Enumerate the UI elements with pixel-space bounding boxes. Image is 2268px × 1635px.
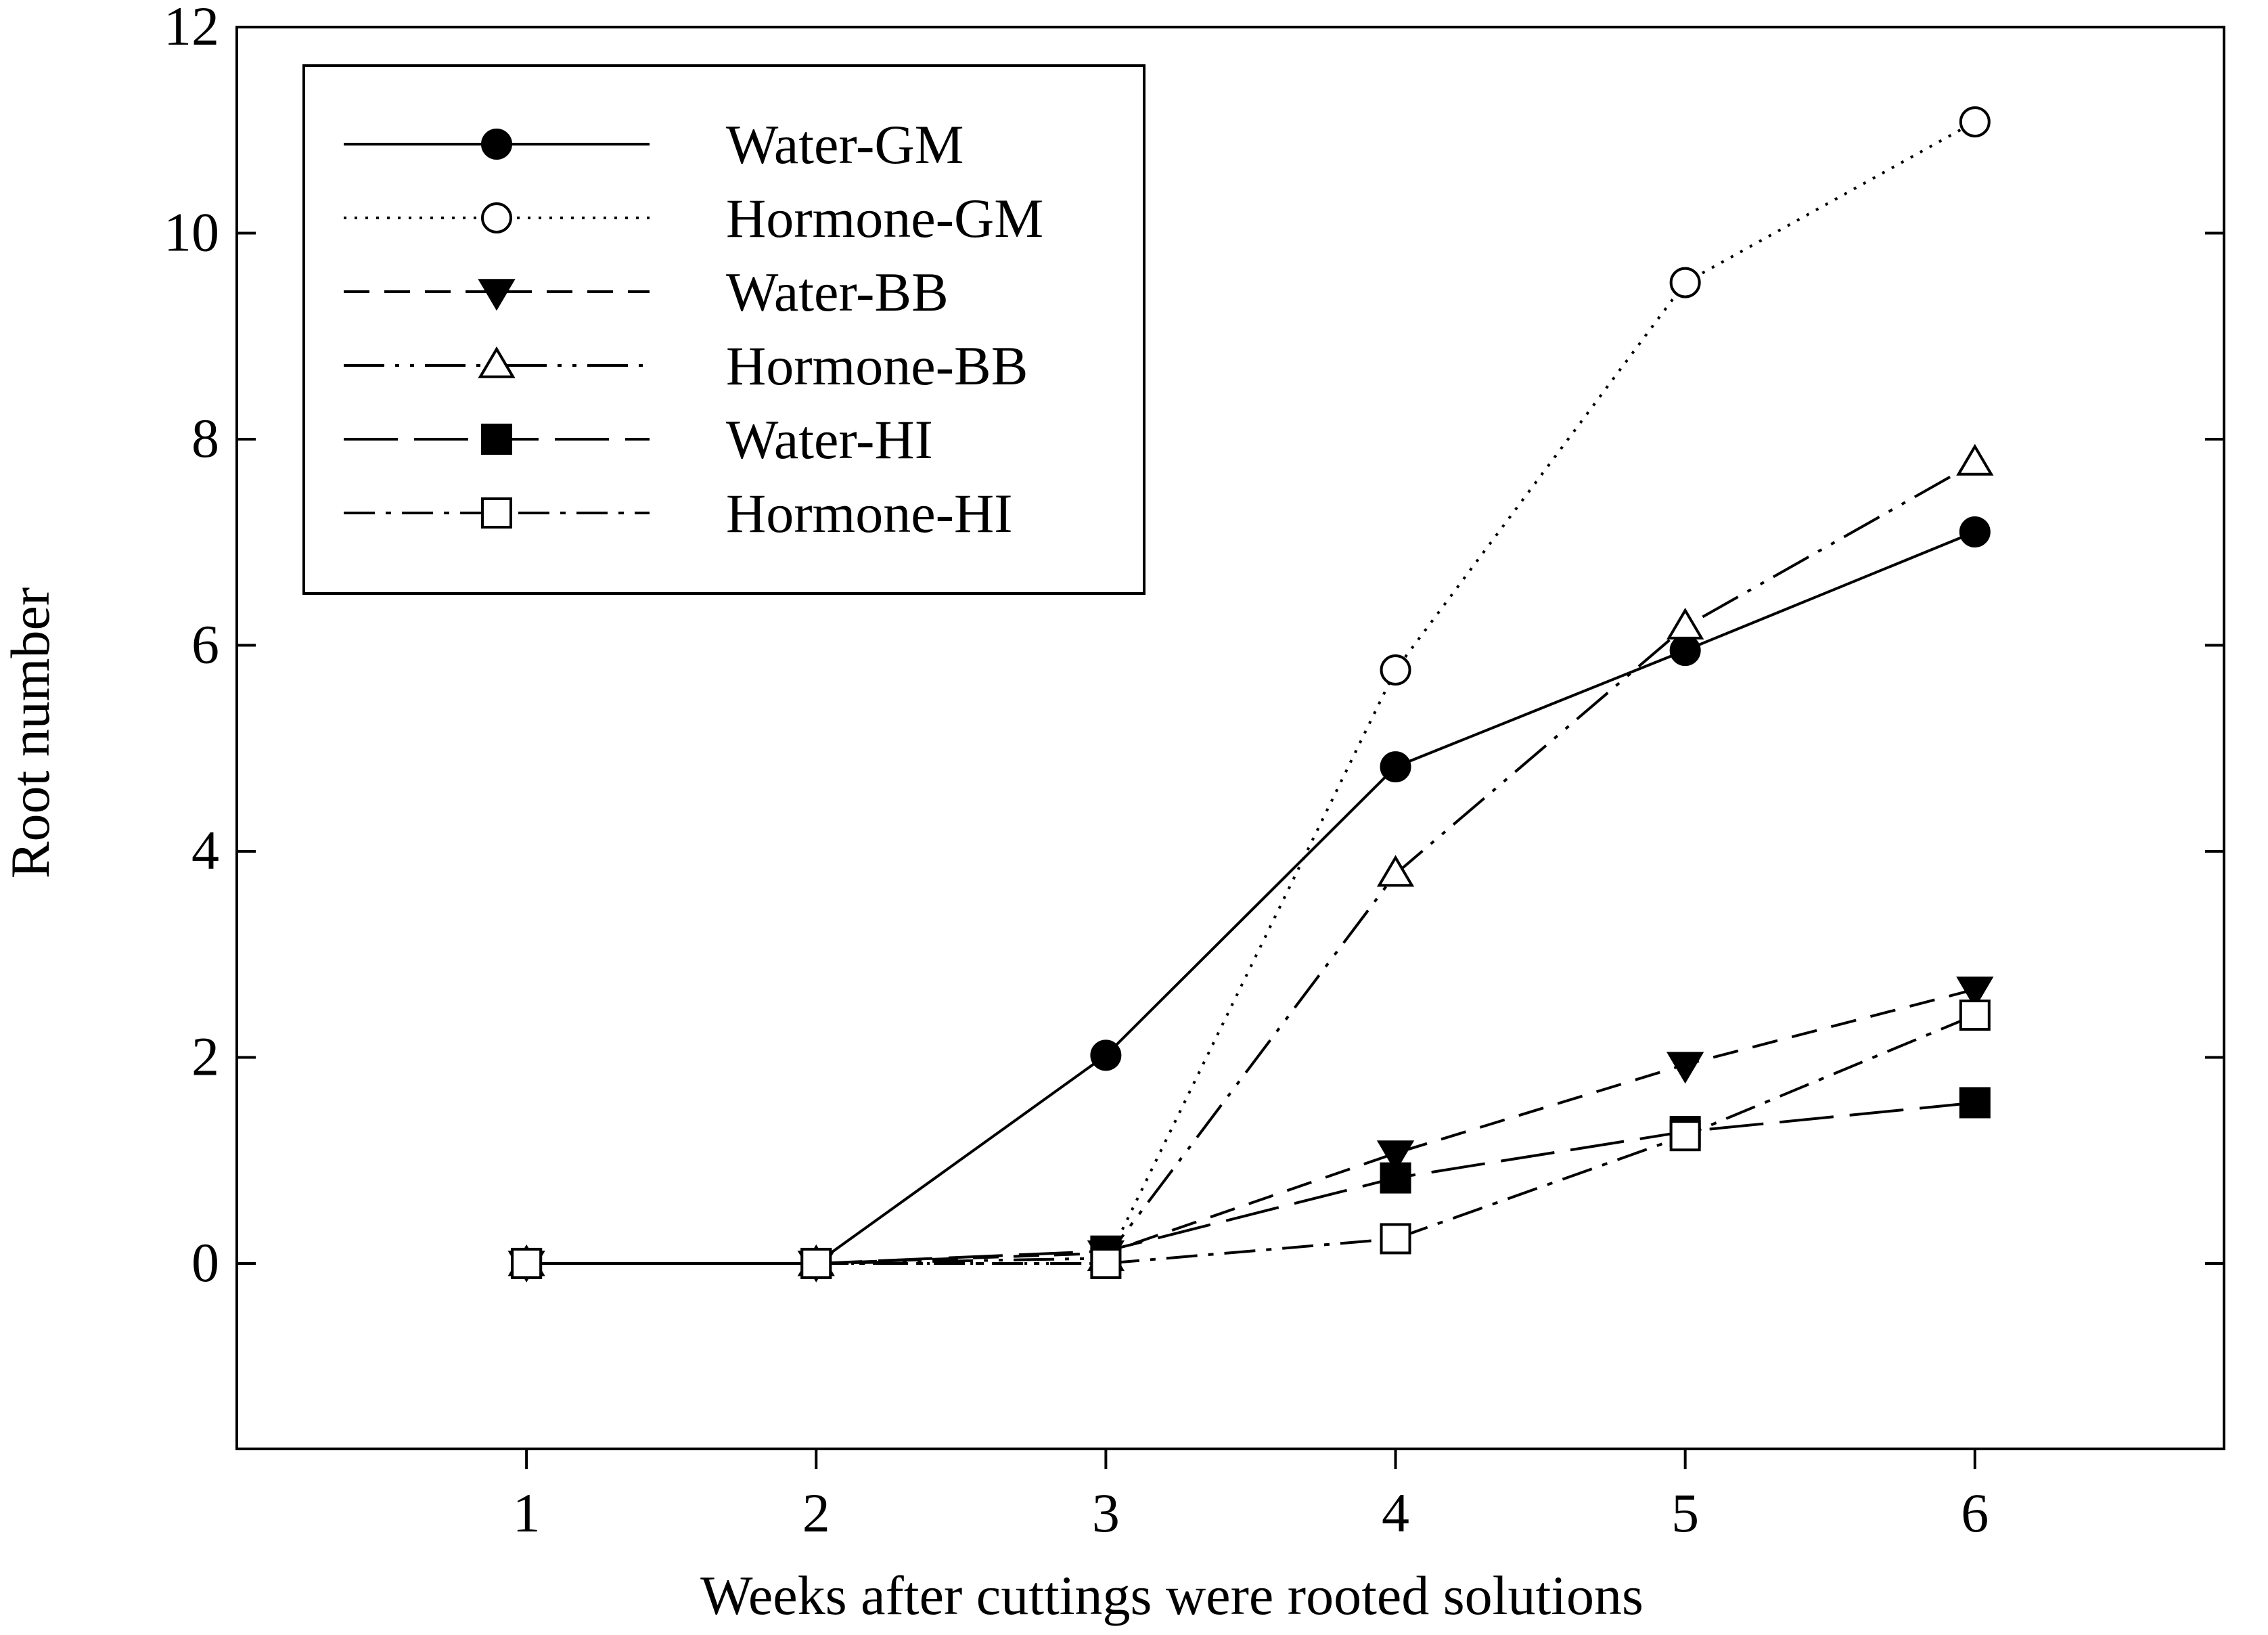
legend-item-hormone-gm: Hormone-GM [344,187,1043,249]
legend-label-hormone-gm: Hormone-GM [726,187,1043,249]
legend-marker-water-gm [481,129,512,160]
data-point-water-hi [1959,1087,1991,1119]
y-tick-label: 8 [191,407,219,469]
legend-item-hormone-hi: Hormone-HI [344,483,1013,544]
data-point-water-gm [1959,516,1991,548]
data-point-hormone-bb [1376,855,1415,887]
legend-item-water-bb: Water-BB [344,261,949,323]
series-line-hormone-bb [526,462,1976,1265]
data-point-water-gm [1669,635,1701,667]
data-point-hormone-hi [1669,1120,1701,1152]
legend-marker-hormone-hi [481,497,512,529]
y-tick-label: 4 [191,820,219,881]
data-point-water-gm [1090,1039,1122,1071]
x-axis-title: Weeks after cuttings were rooted solutio… [700,1565,1643,1626]
legend-label-hormone-hi: Hormone-HI [726,483,1013,544]
legend-label-water-gm: Water-GM [726,114,964,175]
series-lines [526,120,1976,1265]
legend-marker-hormone-gm [481,202,512,233]
data-point-water-gm [1380,751,1411,783]
data-point-water-hi [1380,1162,1411,1194]
plot-frame [235,26,2225,1450]
y-tick-label: 2 [191,1025,219,1087]
data-point-hormone-hi [800,1247,832,1279]
data-point-hormone-hi [1959,1000,1991,1031]
series-line-hormone-hi [526,1014,1976,1265]
data-point-water-bb [1956,977,1994,1009]
legend-item-hormone-bb: Hormone-BB [344,335,1028,397]
data-point-hormone-hi [1090,1247,1122,1279]
legend-box [302,64,1146,595]
x-tick-label: 3 [1092,1482,1120,1544]
y-axis-title: Root number [0,587,61,878]
series-markers [507,106,1994,1283]
series-line-water-gm [526,531,1976,1265]
x-tick-label: 5 [1671,1482,1699,1544]
legend-item-water-gm: Water-GM [344,114,964,175]
series-line-water-hi [526,1101,1976,1265]
series-line-hormone-gm [526,120,1976,1265]
y-tick-label: 10 [164,201,219,263]
y-tick-label: 12 [164,0,219,57]
data-point-water-bb [1666,1052,1704,1084]
x-tick-label: 4 [1382,1482,1409,1544]
x-tick-label: 1 [513,1482,541,1544]
series-line-water-bb [526,988,1976,1265]
data-point-hormone-hi [1380,1223,1411,1255]
legend-label-water-bb: Water-BB [726,261,949,323]
data-point-hormone-hi [511,1247,543,1279]
y-tick-label: 6 [191,613,219,675]
data-point-water-bb [1376,1140,1415,1173]
legend-item-water-hi: Water-HI [344,409,933,470]
y-tick-label: 0 [191,1232,219,1293]
legend: Water-GM Hormone-GM Water-BB Hormone-BB Wate… [302,64,1146,595]
legend-label-hormone-bb: Hormone-BB [726,335,1028,397]
legend-marker-water-bb [478,279,516,311]
data-point-hormone-bb [1666,607,1704,640]
data-point-hormone-gm [1669,267,1701,298]
data-point-hormone-gm [1380,654,1411,686]
data-point-hormone-bb [1956,443,1994,476]
legend-marker-water-hi [481,424,512,455]
legend-label-water-hi: Water-HI [726,409,933,470]
x-tick-label: 2 [802,1482,830,1544]
x-tick-label: 6 [1961,1482,1989,1544]
legend-marker-hormone-bb [478,346,516,378]
data-point-hormone-gm [1959,106,1991,138]
